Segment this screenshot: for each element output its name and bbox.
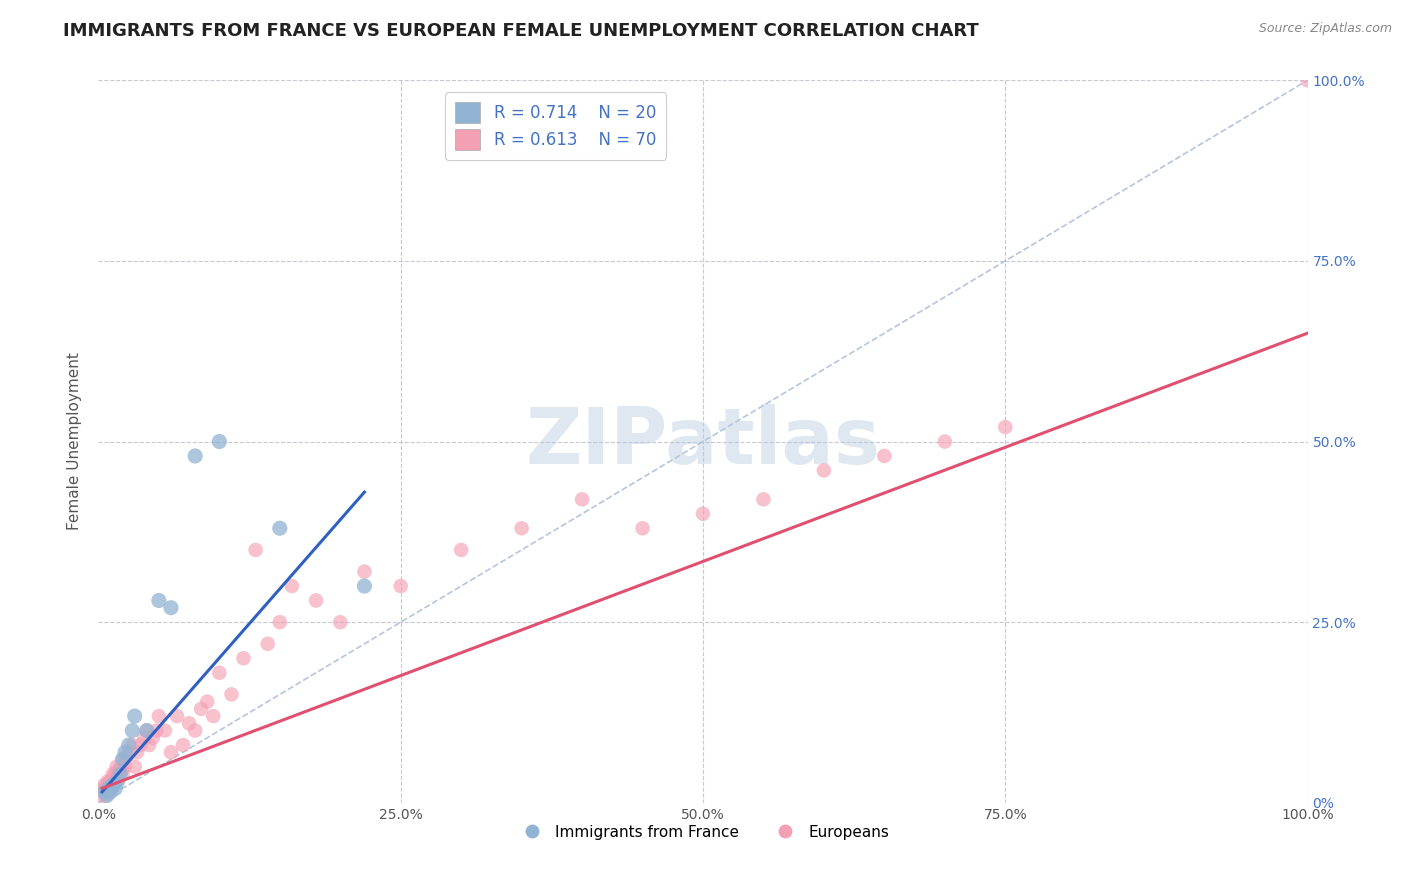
- Point: [160, 745, 183, 759]
- Point: [91, 789, 114, 803]
- Point: [145, 723, 167, 738]
- Text: ZIPatlas: ZIPatlas: [526, 403, 880, 480]
- Point: [105, 774, 128, 789]
- Point: [108, 760, 131, 774]
- Point: [510, 521, 533, 535]
- Point: [172, 738, 194, 752]
- Point: [111, 767, 134, 781]
- Point: [107, 767, 129, 781]
- Point: [256, 637, 278, 651]
- Point: [631, 521, 654, 535]
- Point: [111, 752, 134, 766]
- Point: [148, 593, 170, 607]
- Point: [269, 615, 291, 630]
- Point: [124, 760, 146, 774]
- Point: [100, 785, 122, 799]
- Point: [108, 767, 131, 781]
- Point: [124, 709, 146, 723]
- Point: [115, 748, 138, 763]
- Point: [93, 785, 115, 799]
- Point: [94, 781, 117, 796]
- Point: [100, 781, 122, 796]
- Point: [813, 463, 835, 477]
- Point: [111, 752, 134, 766]
- Point: [110, 764, 132, 778]
- Point: [101, 767, 124, 781]
- Point: [121, 723, 143, 738]
- Point: [104, 781, 127, 796]
- Point: [148, 709, 170, 723]
- Point: [93, 785, 115, 799]
- Point: [107, 774, 129, 789]
- Point: [96, 789, 118, 803]
- Point: [389, 579, 412, 593]
- Point: [245, 542, 267, 557]
- Point: [108, 764, 131, 778]
- Point: [692, 507, 714, 521]
- Point: [221, 687, 243, 701]
- Point: [353, 565, 375, 579]
- Point: [160, 600, 183, 615]
- Point: [114, 760, 136, 774]
- Point: [97, 781, 120, 796]
- Text: IMMIGRANTS FROM FRANCE VS EUROPEAN FEMALE UNEMPLOYMENT CORRELATION CHART: IMMIGRANTS FROM FRANCE VS EUROPEAN FEMAL…: [63, 22, 979, 40]
- Point: [269, 521, 291, 535]
- Point: [97, 781, 120, 796]
- Text: Source: ZipAtlas.com: Source: ZipAtlas.com: [1258, 22, 1392, 36]
- Point: [114, 745, 136, 759]
- Point: [873, 449, 896, 463]
- Point: [93, 778, 115, 792]
- Point: [118, 738, 141, 752]
- Point: [571, 492, 593, 507]
- Point: [142, 731, 165, 745]
- Point: [96, 785, 118, 799]
- Point: [305, 593, 328, 607]
- Point: [190, 702, 212, 716]
- Point: [752, 492, 775, 507]
- Point: [1296, 73, 1319, 87]
- Point: [353, 579, 375, 593]
- Point: [450, 542, 472, 557]
- Point: [179, 716, 201, 731]
- Point: [97, 774, 120, 789]
- Point: [118, 745, 141, 759]
- Point: [100, 774, 122, 789]
- Point: [98, 778, 121, 792]
- Point: [103, 778, 125, 792]
- Point: [208, 434, 231, 449]
- Point: [195, 695, 218, 709]
- Point: [103, 771, 125, 785]
- Point: [135, 723, 157, 738]
- Point: [94, 789, 117, 803]
- Point: [135, 723, 157, 738]
- Point: [184, 723, 207, 738]
- Point: [208, 665, 231, 680]
- Point: [91, 781, 114, 796]
- Point: [134, 731, 156, 745]
- Point: [994, 420, 1017, 434]
- Point: [96, 778, 118, 792]
- Point: [184, 449, 207, 463]
- Y-axis label: Female Unemployment: Female Unemployment: [67, 352, 83, 531]
- Point: [281, 579, 304, 593]
- Point: [934, 434, 956, 449]
- Legend: Immigrants from France, Europeans: Immigrants from France, Europeans: [510, 819, 896, 846]
- Point: [329, 615, 352, 630]
- Point: [100, 774, 122, 789]
- Point: [101, 778, 124, 792]
- Point: [121, 738, 143, 752]
- Point: [127, 745, 149, 759]
- Point: [232, 651, 254, 665]
- Point: [104, 767, 127, 781]
- Point: [138, 738, 160, 752]
- Point: [129, 738, 152, 752]
- Point: [105, 760, 128, 774]
- Point: [166, 709, 188, 723]
- Point: [153, 723, 176, 738]
- Point: [202, 709, 225, 723]
